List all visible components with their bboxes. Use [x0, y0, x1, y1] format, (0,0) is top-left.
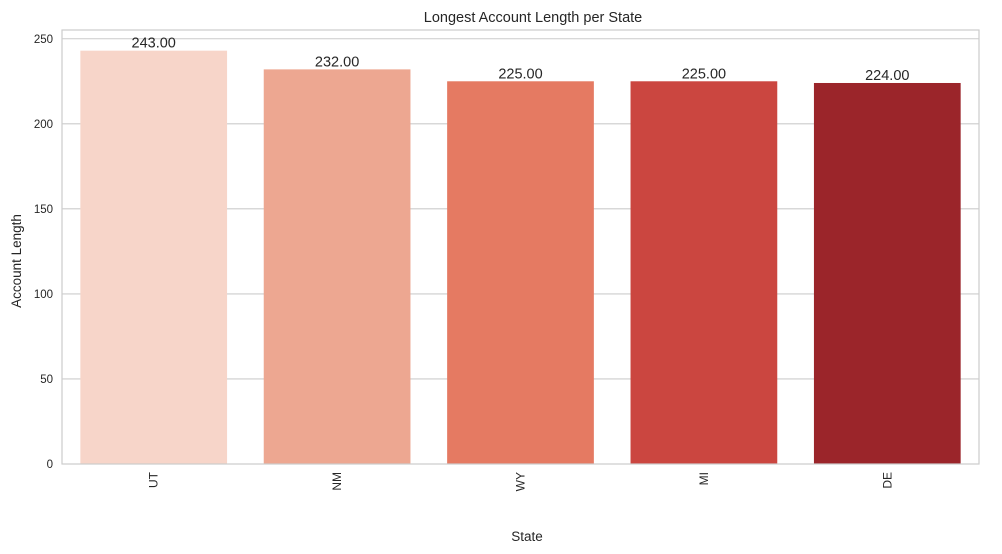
x-tick-label: MI — [697, 472, 711, 485]
y-tick-label: 250 — [34, 34, 53, 46]
x-tick-label: NM — [330, 472, 344, 491]
x-axis-label: State — [511, 529, 543, 544]
y-tick-label: 100 — [34, 289, 53, 301]
bar-value-label: 224.00 — [865, 68, 909, 84]
y-tick-labels: 0 50 100 150 200 250 — [34, 34, 53, 471]
bar-mi — [630, 81, 778, 465]
bar-de — [813, 82, 961, 464]
bar-value-label: 225.00 — [682, 66, 726, 82]
x-tick-label: WY — [514, 472, 528, 491]
bar-value-labels: 243.00 232.00 225.00 225.00 224.00 — [132, 36, 910, 84]
y-tick-label: 0 — [47, 459, 53, 471]
y-tick-label: 200 — [34, 119, 53, 131]
bar-value-label: 225.00 — [498, 66, 542, 82]
bar-value-label: 232.00 — [315, 54, 359, 70]
bar-nm — [263, 69, 411, 464]
y-tick-label: 150 — [34, 204, 53, 216]
y-axis-label: Account Length — [9, 214, 24, 308]
bars — [80, 50, 961, 465]
chart-title: Longest Account Length per State — [424, 10, 642, 26]
x-tick-labels: UT NM WY MI DE — [147, 471, 895, 491]
y-tick-label: 50 — [40, 374, 53, 386]
x-tick-label: DE — [880, 472, 894, 489]
bar-wy — [447, 81, 594, 465]
bar-ut — [80, 50, 228, 465]
x-tick-label: UT — [147, 471, 161, 488]
bar-value-label: 243.00 — [132, 36, 176, 52]
plot-frame — [61, 29, 980, 465]
